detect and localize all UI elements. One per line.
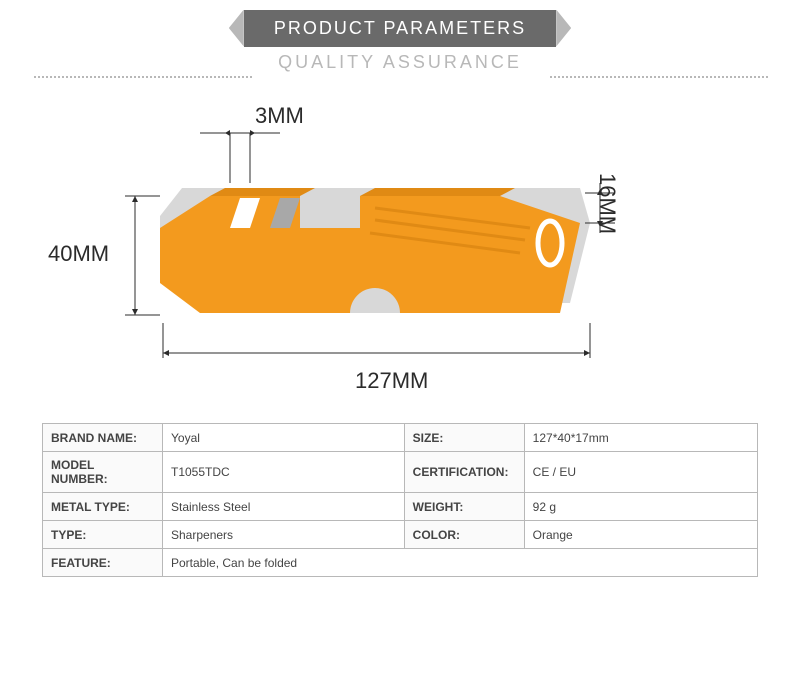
spec-label: FEATURE: [43, 549, 163, 577]
spec-label: CERTIFICATION: [404, 452, 524, 493]
spec-label: SIZE: [404, 424, 524, 452]
banner-subtitle: QUALITY ASSURANCE [0, 52, 800, 73]
spec-label: TYPE: [43, 521, 163, 549]
spec-label: BRAND NAME: [43, 424, 163, 452]
spec-value: T1055TDC [163, 452, 405, 493]
spec-label: MODEL NUMBER: [43, 452, 163, 493]
hatch-decor-left [32, 76, 252, 78]
table-row: MODEL NUMBER: T1055TDC CERTIFICATION: CE… [43, 452, 758, 493]
table-row: METAL TYPE: Stainless Steel WEIGHT: 92 g [43, 493, 758, 521]
spec-value: CE / EU [524, 452, 757, 493]
spec-value: Orange [524, 521, 757, 549]
specifications-table: BRAND NAME: Yoyal SIZE: 127*40*17mm MODE… [42, 423, 758, 577]
dimension-line-16mm [580, 183, 640, 243]
spec-value: 92 g [524, 493, 757, 521]
dimension-height: 40MM [48, 241, 109, 267]
spec-label: WEIGHT: [404, 493, 524, 521]
product-diagram: 3MM 40MM 127MM 16MM [0, 93, 800, 403]
table-row: FEATURE: Portable, Can be folded [43, 549, 758, 577]
table-row: BRAND NAME: Yoyal SIZE: 127*40*17mm [43, 424, 758, 452]
dimension-slot-width: 3MM [255, 103, 304, 129]
spec-value: Sharpeners [163, 521, 405, 549]
dimension-length: 127MM [355, 368, 428, 394]
dimension-line-3mm [200, 128, 350, 198]
spec-label: METAL TYPE: [43, 493, 163, 521]
dimension-line-127mm [155, 318, 605, 368]
spec-value: Yoyal [163, 424, 405, 452]
spec-label: COLOR: [404, 521, 524, 549]
table-row: TYPE: Sharpeners COLOR: Orange [43, 521, 758, 549]
spec-value: Portable, Can be folded [163, 549, 758, 577]
dimension-line-40mm [120, 188, 165, 328]
hatch-decor-right [548, 76, 768, 78]
spec-value: Stainless Steel [163, 493, 405, 521]
product-illustration [160, 188, 590, 323]
spec-value: 127*40*17mm [524, 424, 757, 452]
header-banner: PRODUCT PARAMETERS [0, 8, 800, 48]
banner-title: PRODUCT PARAMETERS [244, 10, 556, 47]
